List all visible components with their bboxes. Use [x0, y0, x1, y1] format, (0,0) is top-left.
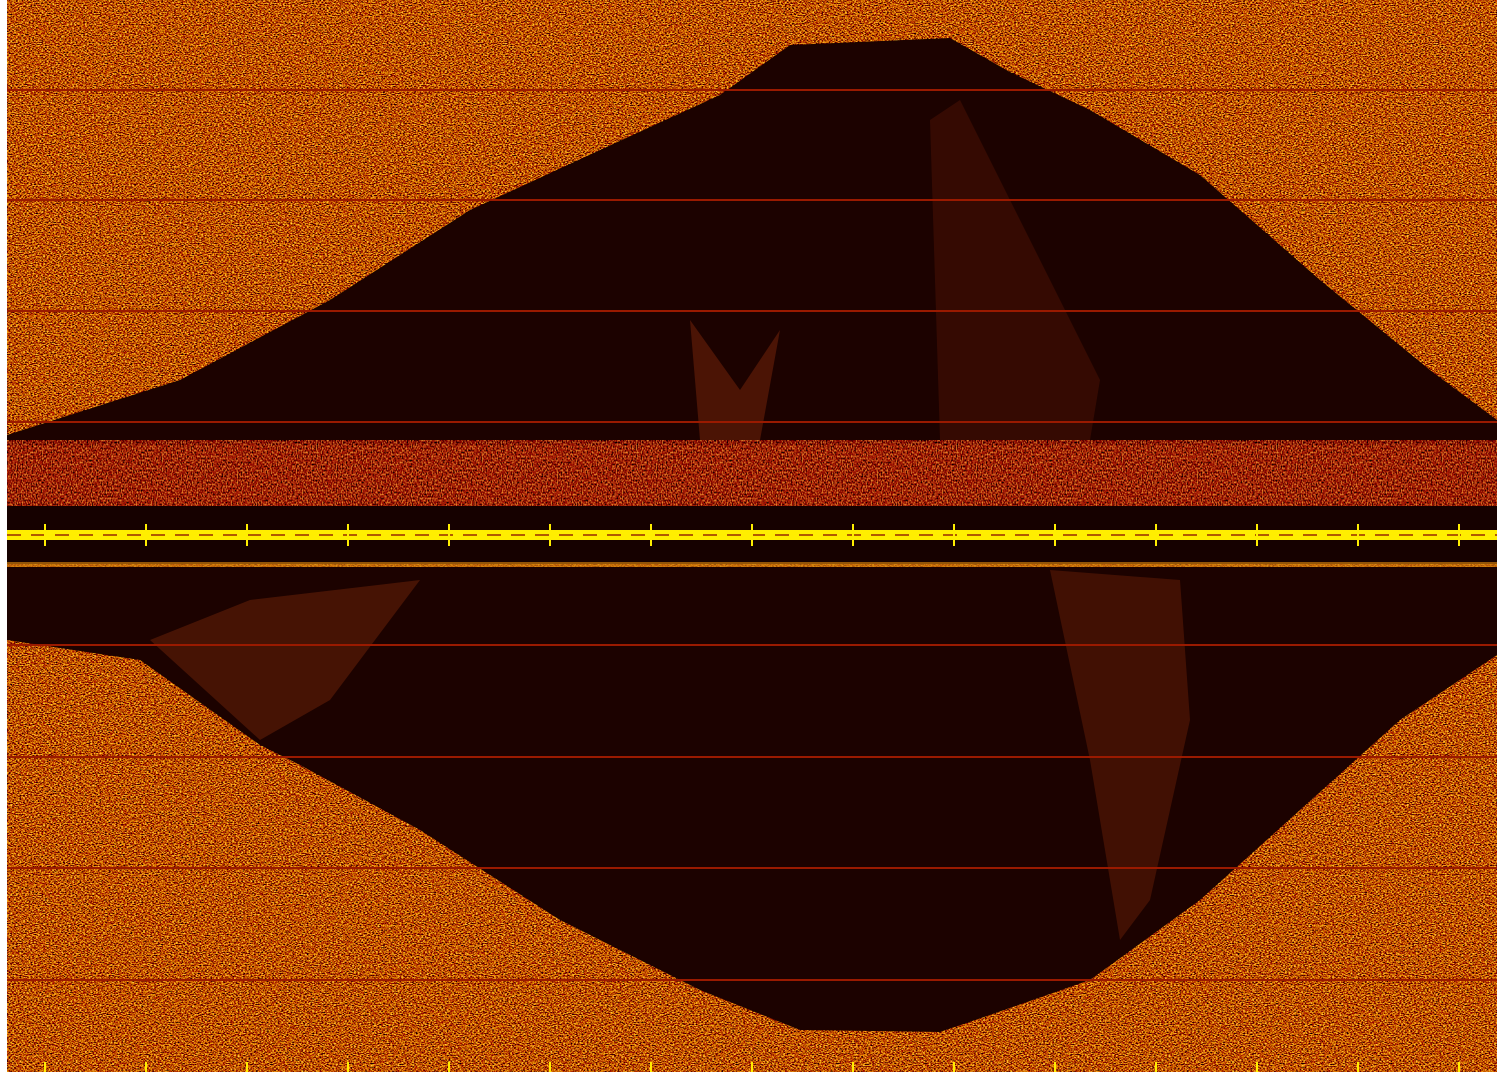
oct-scan [0, 0, 1500, 1075]
page-body: (() => { JSON.parse(document.getElementB… [0, 0, 1500, 1075]
page: {} html, body { margin: 0; padding: 0; b… [0, 0, 1500, 1075]
mirror-layer [7, 562, 1497, 567]
retinal-layers [7, 440, 1497, 506]
scan-image [7, 0, 1497, 1072]
